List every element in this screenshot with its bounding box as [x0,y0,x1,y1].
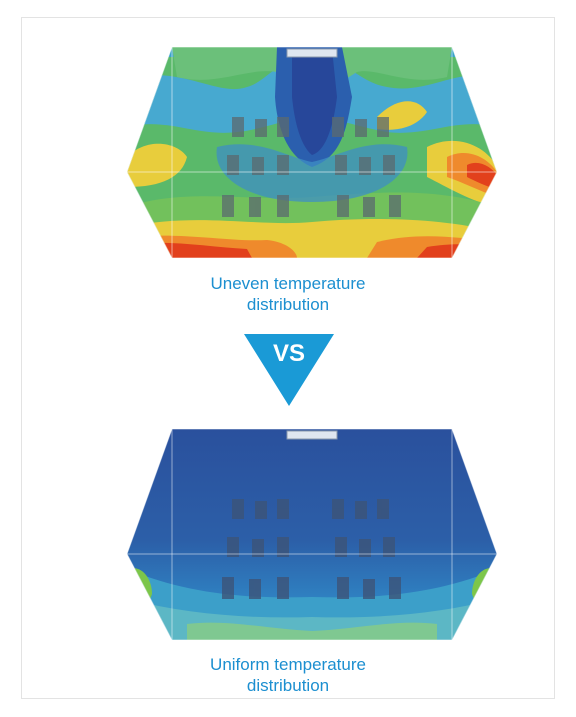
vs-label: VS [273,340,305,367]
uneven-temperature-room-image [127,37,497,258]
vs-badge: VS [244,334,334,406]
uneven-caption-line1: Uneven temperature [210,274,366,293]
uneven-caption-line2: distribution [246,295,330,314]
uniform-caption-line1: Uniform temperature [210,655,366,674]
down-triangle-icon [244,334,334,406]
uniform-temperature-room-image [127,419,497,640]
uniform-caption-line2: distribution [246,676,330,695]
uneven-temperature-caption: Uneven temperature distribution [0,273,576,315]
uniform-temperature-caption: Uniform temperature distribution [0,654,576,696]
